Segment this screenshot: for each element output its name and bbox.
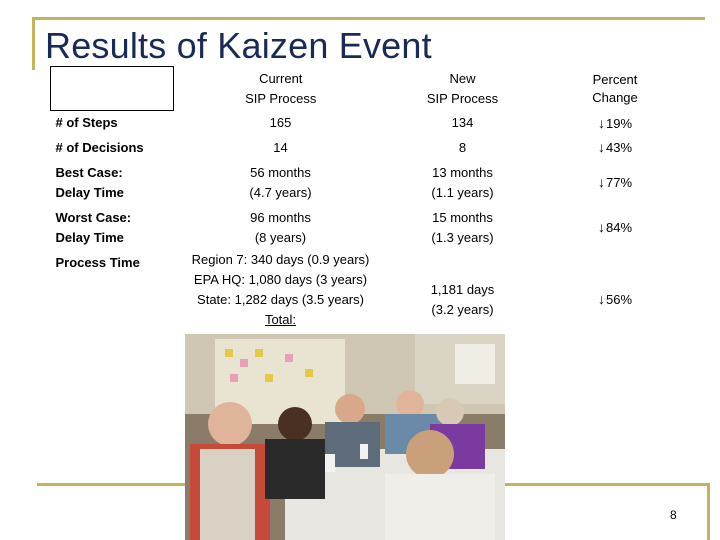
percent-change: ↓84% (597, 219, 633, 235)
row-label: # of Steps (55, 115, 118, 131)
new-value: 134 (451, 115, 474, 130)
current-value: 165 (269, 115, 292, 130)
new-value: 13 months (1.1 years) (431, 164, 494, 200)
table-row: Best Case: Delay Time 56 months (4.7 years… (51, 160, 693, 206)
header-current: Current SIP Process (245, 70, 317, 106)
row-label: # of Decisions (55, 139, 144, 155)
new-value: 15 months (1.3 years) (431, 209, 494, 245)
percent-change: ↓56% (597, 291, 633, 307)
down-arrow-icon: ↓ (597, 291, 605, 307)
table-row: # of Decisions 14 8 ↓43% (51, 136, 693, 160)
header-percent-change: Percent Change (592, 71, 638, 105)
current-value: 56 months (4.7 years) (249, 164, 312, 200)
down-arrow-icon: ↓ (597, 114, 605, 131)
new-value: 8 (458, 139, 467, 155)
percent-change: ↓43% (597, 139, 633, 155)
table-row: # of Steps 165 134 ↓19% (51, 111, 693, 136)
team-meeting-photo (185, 334, 505, 540)
top-decor-vertical (32, 17, 35, 70)
down-arrow-icon: ↓ (597, 219, 605, 235)
table-row: Worst Case: Delay Time 96 months (8 years)… (51, 206, 693, 250)
results-table: Current SIP Process New SIP Process Perc… (50, 66, 693, 350)
new-value: 1,181 days (3.2 years) (430, 281, 495, 317)
down-arrow-icon: ↓ (597, 139, 605, 155)
row-label: Best Case: Delay Time (55, 164, 124, 200)
percent-change: ↓19% (597, 114, 633, 131)
down-arrow-icon: ↓ (597, 174, 605, 190)
percent-change: ↓77% (597, 174, 633, 190)
header-row: Current SIP Process New SIP Process Perc… (50, 66, 693, 111)
current-value: 96 months (8 years) (250, 209, 311, 245)
row-label: Process Time (55, 254, 140, 270)
header-empty-cell (50, 66, 174, 111)
current-value: 14 (273, 139, 288, 155)
team-meeting-photo-image (185, 334, 505, 540)
top-decor-line (32, 17, 705, 20)
slide-title: Results of Kaizen Event (45, 25, 432, 66)
row-label: Worst Case: Delay Time (55, 209, 132, 245)
bottom-decor-vertical (707, 483, 710, 540)
header-new: New SIP Process (426, 70, 499, 106)
page-number: 8 (670, 508, 677, 522)
